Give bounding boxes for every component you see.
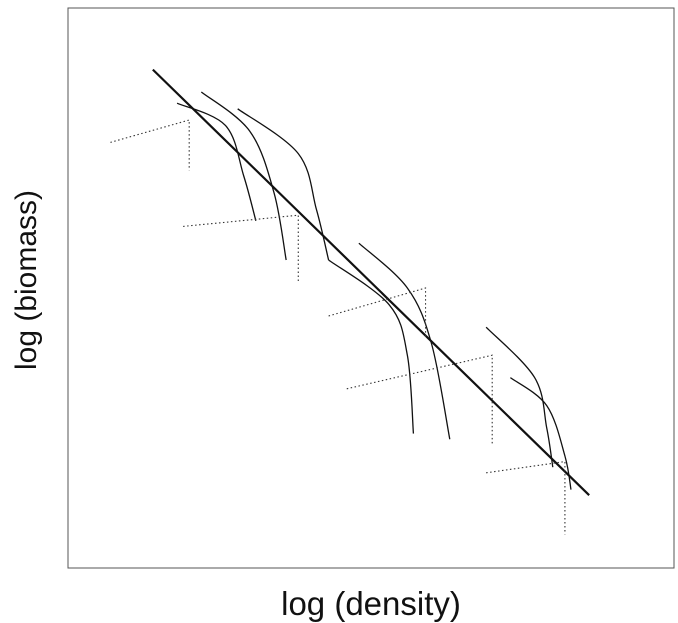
dotted-staircase-3 — [328, 287, 427, 339]
trajectory-curve-4 — [328, 259, 415, 434]
trajectory-curve-3 — [237, 108, 330, 261]
dotted-staircase-5 — [486, 460, 566, 535]
x-axis-label: log (density) — [281, 585, 461, 622]
y-axis-label: log (biomass) — [10, 190, 43, 370]
dotted-staircase-4 — [346, 354, 493, 445]
series-layer — [110, 68, 590, 535]
dotted-staircase-2 — [183, 214, 299, 283]
trajectory-curve-2 — [200, 91, 287, 261]
trajectory-curve-1 — [176, 102, 257, 221]
plot-frame — [67, 7, 675, 569]
regression-line — [152, 68, 590, 496]
trajectory-curve-5 — [358, 242, 451, 440]
trajectory-curve-7 — [509, 377, 572, 490]
